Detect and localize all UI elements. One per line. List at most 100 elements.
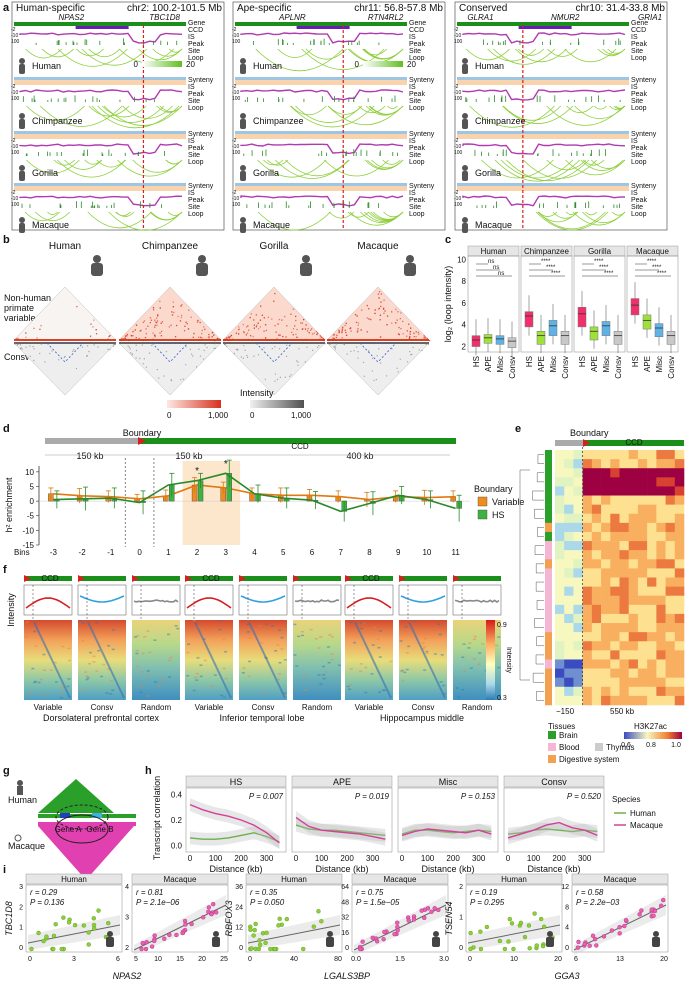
contact-triangle-bottom bbox=[118, 342, 222, 396]
contact-dot bbox=[260, 305, 262, 307]
heat-cell bbox=[656, 541, 666, 551]
loop-arc bbox=[267, 159, 289, 166]
contact-dot-gray bbox=[158, 377, 160, 379]
contact-dot bbox=[341, 328, 344, 331]
contact-dot-gray bbox=[19, 347, 22, 350]
panel-a-species-label: Gorilla bbox=[475, 168, 501, 178]
macaque-icon bbox=[653, 931, 659, 937]
heat-cell bbox=[665, 595, 676, 606]
contact-dot bbox=[341, 331, 343, 334]
primate-icon bbox=[462, 223, 468, 233]
panel-a-track-label: Peak bbox=[188, 41, 204, 48]
contact-dot-gray bbox=[244, 349, 246, 351]
contact-dot bbox=[360, 329, 362, 331]
box-body bbox=[548, 320, 558, 336]
heat-cell bbox=[647, 668, 657, 678]
panel-c-facet-frame bbox=[467, 255, 520, 353]
synteny-sep bbox=[235, 183, 407, 186]
heat-noise bbox=[81, 639, 85, 642]
heat-noise bbox=[192, 689, 196, 692]
contact-dot-gray bbox=[343, 343, 345, 345]
heat-noise bbox=[66, 685, 70, 688]
contact-dot bbox=[271, 318, 273, 320]
panel-f-column-label: Random bbox=[141, 703, 172, 712]
heat-cell bbox=[647, 659, 657, 669]
heat-noise bbox=[84, 671, 88, 673]
panel-i-xtick: 3 bbox=[72, 956, 76, 963]
panel-i-frame bbox=[25, 884, 123, 953]
heat-noise bbox=[377, 646, 381, 649]
contact-dot bbox=[397, 311, 399, 313]
loop-arc bbox=[590, 159, 626, 169]
contact-dot-gray bbox=[163, 375, 165, 377]
panel-f-legend-title: Intensity bbox=[505, 647, 512, 674]
profile-line bbox=[240, 595, 286, 603]
loop-arc bbox=[487, 48, 537, 62]
heat-noise bbox=[107, 645, 111, 647]
heat-cell bbox=[665, 604, 676, 615]
heat-cell bbox=[591, 495, 602, 505]
heat-cell bbox=[647, 677, 657, 688]
panel-f-ylabel: Intensity bbox=[6, 593, 16, 627]
contact-dot-gray bbox=[409, 351, 411, 353]
contact-dot bbox=[292, 308, 295, 310]
legend-max-red: 1,000 bbox=[208, 411, 229, 420]
contact-dot bbox=[245, 334, 247, 336]
heat-cell bbox=[564, 513, 574, 524]
heat-cell bbox=[647, 641, 657, 651]
panel-i-ytick: 32 bbox=[341, 915, 349, 922]
loop-arc bbox=[274, 159, 350, 179]
contact-dot bbox=[135, 324, 138, 326]
contact-dot-gray bbox=[385, 375, 388, 377]
heat-cell bbox=[619, 577, 630, 587]
panel-i-xtick: 5 bbox=[134, 956, 138, 963]
contact-dot bbox=[147, 325, 149, 327]
heat-cell bbox=[637, 695, 648, 706]
primate-icon bbox=[19, 64, 25, 74]
scatter-point bbox=[36, 930, 41, 936]
contact-dot bbox=[229, 339, 231, 341]
heat-cell bbox=[628, 686, 639, 697]
panel-h-xlabel: Distance (kb) bbox=[209, 864, 262, 874]
panel-i-ytick: 1 bbox=[459, 915, 463, 922]
macaque-icon bbox=[212, 937, 220, 947]
panel-a-track-label: Peak bbox=[409, 145, 425, 152]
panel-h-xtick: 0 bbox=[506, 854, 511, 863]
synteny-track bbox=[457, 186, 629, 191]
panel-i-xtick: 0 bbox=[28, 956, 32, 963]
panel-a-track-label: Site bbox=[631, 48, 643, 55]
heat-cell bbox=[674, 623, 685, 633]
panel-i-species: Human bbox=[281, 875, 307, 884]
heat-noise bbox=[274, 650, 278, 652]
heat-noise bbox=[349, 621, 353, 624]
heat-cell bbox=[601, 668, 611, 678]
heat-noise bbox=[359, 670, 363, 673]
panel-a-track-label: Peak bbox=[631, 41, 647, 48]
heat-cell bbox=[665, 568, 676, 578]
heat-noise bbox=[280, 648, 284, 650]
heat-cell bbox=[573, 495, 583, 505]
loop-arc bbox=[546, 159, 587, 171]
contact-dot-gray bbox=[263, 347, 265, 349]
panel-b-legend-title: Intensity bbox=[240, 388, 274, 398]
panel-a-is-tick: 100 bbox=[454, 39, 463, 45]
heat-noise bbox=[153, 639, 157, 641]
contact-dot bbox=[395, 308, 397, 311]
contact-dot bbox=[144, 336, 147, 339]
box-body bbox=[642, 314, 652, 330]
heat-cell bbox=[647, 586, 657, 597]
scatter-point bbox=[594, 943, 599, 948]
contact-dot bbox=[207, 336, 210, 338]
contact-dot-gray bbox=[86, 355, 88, 357]
heat-noise bbox=[194, 676, 198, 679]
scatter-point bbox=[260, 930, 266, 936]
contact-dot bbox=[230, 334, 233, 337]
contact-dot bbox=[138, 337, 140, 340]
panel-i-ytick: 12 bbox=[235, 925, 243, 932]
ccd-bar bbox=[185, 576, 233, 581]
heat-noise bbox=[139, 686, 143, 688]
contact-dot bbox=[285, 336, 287, 338]
gene-track bbox=[457, 22, 629, 26]
panel-i-ylabel: RBFOX3 bbox=[224, 900, 234, 936]
